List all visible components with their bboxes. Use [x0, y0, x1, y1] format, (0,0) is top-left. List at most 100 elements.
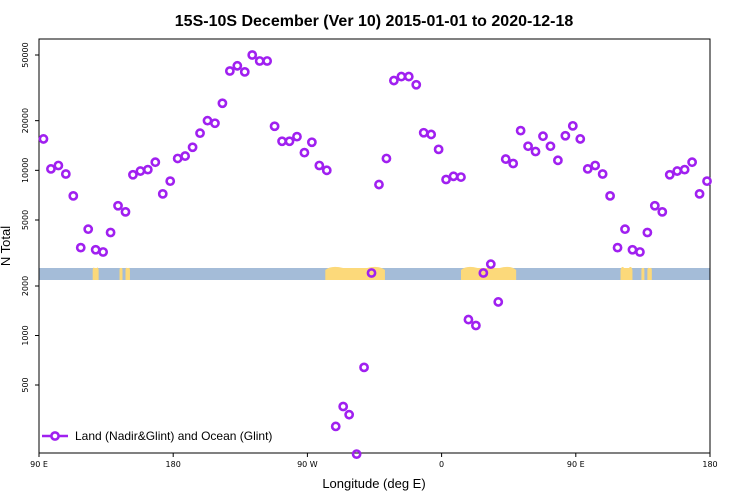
data-point [284, 136, 295, 147]
data-point [75, 242, 86, 253]
data-point [202, 115, 213, 126]
data-point [649, 200, 660, 211]
data-point [90, 244, 101, 255]
y-axis-label: N Total [0, 226, 13, 266]
data-point [314, 160, 325, 171]
data-point [150, 157, 161, 168]
data-point [478, 268, 489, 278]
data-point [433, 144, 444, 155]
data-point [470, 320, 481, 331]
data-point [627, 244, 638, 255]
land-segment [92, 267, 99, 280]
y-tick-label: 20000 [21, 108, 30, 133]
data-point [411, 79, 422, 90]
data-point [635, 247, 645, 257]
chart-title: 15S-10S December (Ver 10) 2015-01-01 to … [175, 13, 574, 30]
data-point [338, 401, 349, 412]
land-segment [641, 267, 645, 280]
data-point [217, 98, 228, 109]
data-point [679, 164, 690, 175]
data-point [299, 147, 310, 158]
data-point [538, 131, 548, 142]
y-tick-label: 500 [21, 377, 30, 392]
data-point [142, 164, 153, 175]
data-point [694, 188, 705, 199]
data-points [38, 50, 712, 459]
data-point [642, 227, 653, 238]
data-point [366, 268, 377, 278]
data-point [508, 158, 519, 169]
y-tick-label: 50000 [21, 42, 30, 67]
data-point [105, 227, 116, 238]
data-point [98, 247, 109, 257]
legend: Land (Nadir&Glint) and Ocean (Glint) [42, 429, 272, 443]
data-point [493, 297, 504, 307]
data-point [605, 190, 615, 201]
data-point [612, 242, 623, 253]
data-point [523, 141, 533, 152]
x-tick-label: 0 [439, 460, 444, 469]
data-point [545, 141, 556, 152]
data-point [702, 176, 712, 187]
data-point [113, 200, 123, 211]
data-point [687, 157, 698, 168]
data-point [597, 169, 608, 179]
x-axis-label: Longitude (deg E) [322, 476, 425, 491]
x-tick-label: 90 E [30, 460, 48, 469]
data-point [68, 190, 79, 201]
data-point [180, 151, 191, 161]
land-segment [460, 266, 517, 280]
data-point [359, 362, 369, 373]
data-point [321, 165, 332, 176]
data-point [463, 314, 474, 325]
data-point [672, 166, 683, 176]
data-point [396, 71, 407, 82]
data-point [403, 71, 414, 82]
data-point [590, 160, 601, 171]
data-point [351, 449, 362, 459]
data-point [210, 118, 220, 129]
plot-frame [38, 38, 711, 454]
data-point [500, 154, 511, 164]
land-segment [620, 266, 633, 280]
data-point [530, 146, 541, 157]
data-point [456, 172, 466, 182]
data-point [620, 224, 630, 235]
data-point [232, 60, 243, 71]
data-point [187, 142, 198, 153]
legend-marker [50, 431, 60, 441]
data-point [515, 125, 526, 136]
y-tick-label: 2000 [21, 276, 30, 296]
y-tick-label: 10000 [21, 158, 30, 183]
data-point [60, 169, 71, 179]
data-point [657, 206, 668, 217]
data-point [247, 50, 258, 60]
x-tick-label: 90 E [567, 460, 585, 469]
x-tick-label: 180 [166, 460, 181, 469]
data-point [269, 121, 280, 132]
data-point [53, 160, 64, 171]
data-point [575, 134, 586, 144]
data-point [441, 174, 451, 185]
land-segment [647, 267, 652, 280]
legend-label: Land (Nadir&Glint) and Ocean (Glint) [75, 429, 272, 443]
data-point [306, 137, 317, 148]
data-point [388, 75, 399, 86]
data-point [553, 155, 563, 166]
data-point [172, 153, 183, 164]
data-point [418, 127, 429, 138]
data-point [664, 169, 675, 180]
data-point [277, 136, 287, 147]
x-tick-label: 180 [702, 460, 717, 469]
land-segment [125, 267, 130, 280]
data-point [292, 131, 302, 142]
data-point [381, 153, 392, 164]
data-point [157, 188, 168, 199]
y-tick-label: 5000 [21, 210, 30, 230]
axes: 90 E 180 90 W 0 90 E 180 5000 10000 20000 50000 50… [21, 38, 718, 469]
data-point [344, 409, 355, 420]
data-point [254, 56, 265, 66]
data-point [120, 206, 131, 217]
x-tick-label: 90 W [297, 460, 318, 469]
